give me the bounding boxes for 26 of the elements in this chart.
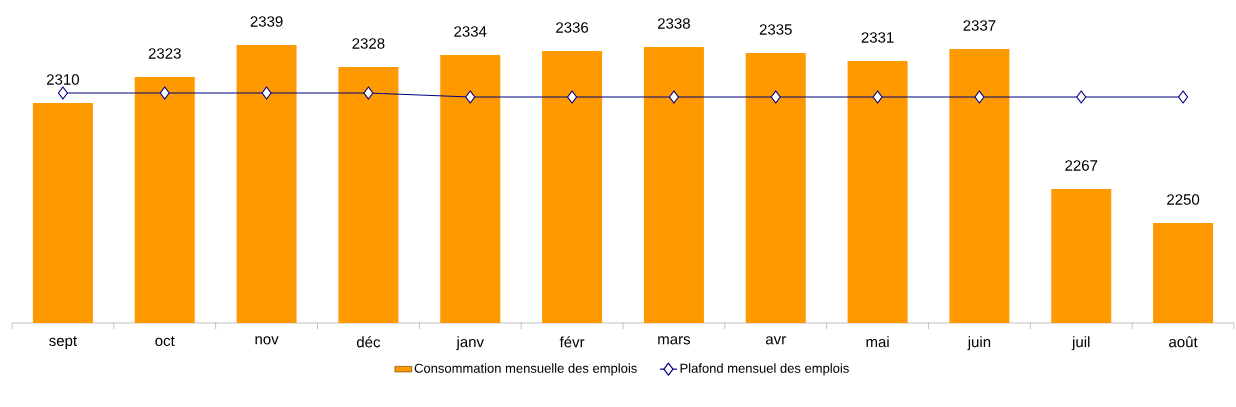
data-label: 2337 (963, 20, 996, 31)
x-tick-label: févr (559, 336, 585, 348)
data-label: 2267 (1065, 160, 1098, 171)
legend-label: Consommation mensuelle des emplois (414, 363, 637, 376)
x-tick-label: oct (155, 336, 175, 347)
data-label: 2334 (454, 26, 487, 37)
data-label: 2250 (1167, 194, 1200, 205)
data-label: 2339 (250, 16, 283, 27)
x-tick-label: juil (1071, 336, 1090, 351)
data-label: 2331 (861, 32, 894, 43)
x-tick-label: mars (658, 336, 691, 345)
data-label: 2336 (556, 22, 589, 33)
data-label: 2323 (148, 48, 181, 59)
legend-label: Plafond mensuel des emplois (680, 363, 849, 376)
data-label: 2335 (759, 24, 792, 35)
data-label: 2328 (352, 38, 385, 49)
x-tick-label: nov (255, 336, 279, 345)
x-tick-label: mai (866, 336, 889, 348)
x-tick-label: janv (456, 336, 484, 351)
x-tick-label: sept (49, 336, 77, 349)
data-label: 2338 (657, 18, 690, 29)
x-tick-label: avr (765, 336, 786, 345)
x-tick-label: juin (967, 336, 991, 351)
x-tick-label: déc (356, 336, 381, 348)
data-label: 2310 (46, 74, 79, 85)
x-tick-label: août (1169, 336, 1198, 348)
